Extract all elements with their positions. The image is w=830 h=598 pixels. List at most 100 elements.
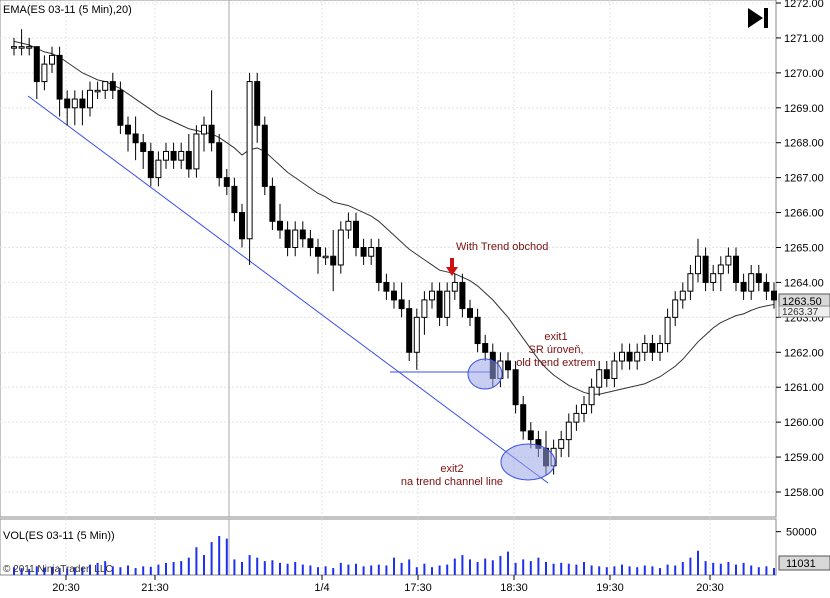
time-axis: 20:30 21:30 1/4 17:30 18:30 19:30 20:30 (52, 575, 724, 594)
candle-body (626, 351, 633, 362)
candle-body (261, 124, 268, 187)
candle-body (725, 255, 732, 266)
candle-body (436, 290, 443, 318)
candle-body (672, 299, 679, 318)
candle-body (147, 150, 154, 179)
candle-body (125, 124, 131, 135)
exit2-channel-label: na trend channel line (401, 476, 503, 488)
candle-body (603, 369, 610, 379)
candle-body (163, 150, 169, 161)
candle-body (619, 351, 625, 362)
candle-body (87, 89, 93, 109)
candle-body (474, 316, 481, 345)
candle-body (178, 150, 185, 161)
volume-bars (13, 536, 775, 575)
candle-body (208, 124, 215, 144)
price-panel-frame (0, 0, 777, 518)
candle-body (565, 421, 572, 441)
price-tick-label: 1269.00 (784, 103, 824, 115)
svg-text:1263.50: 1263.50 (782, 296, 822, 308)
candle-body (717, 264, 724, 275)
candle-body (64, 98, 71, 109)
candle-body (269, 185, 276, 222)
candle-body (307, 238, 314, 248)
candle-body (277, 220, 283, 231)
exit1-extrem-label: old trend extrem (516, 357, 595, 369)
price-tick-label: 1261.00 (784, 382, 824, 394)
candle-body (771, 290, 777, 301)
volume-tick-label: 50000 (786, 527, 817, 539)
candle-body (520, 404, 527, 432)
exit1-ellipse (467, 358, 503, 390)
candle-body (702, 255, 709, 283)
candle-body (679, 290, 686, 301)
candle-body (512, 369, 519, 406)
volume-panel-frame (0, 518, 777, 576)
svg-text:1263.37: 1263.37 (782, 307, 819, 318)
time-tick-label: 20:30 (52, 582, 80, 594)
candle-body (733, 255, 739, 283)
candle-body (505, 360, 511, 371)
candle-body (596, 369, 603, 388)
price-tick-label: 1270.00 (784, 68, 824, 80)
exit1-sr-label: SR úroveň, (528, 344, 583, 356)
candle-body (299, 229, 306, 240)
candle-body (315, 247, 321, 257)
candle-body (193, 133, 200, 170)
ema-line (13, 40, 775, 395)
candle-body (231, 185, 238, 214)
candle-body (451, 281, 458, 292)
last-price-tag: 1263.50 (778, 293, 830, 309)
exit1-label: exit1 (544, 331, 567, 343)
candles (11, 29, 777, 475)
candle-body (155, 159, 162, 179)
candle-body (71, 98, 78, 109)
candle-body (383, 281, 390, 292)
price-tick-label: 1267.00 (784, 173, 824, 185)
candle-body (33, 46, 40, 83)
candle-body (26, 46, 33, 49)
candle-body (649, 343, 656, 353)
last-volume-tag: 11031 (778, 555, 830, 571)
candle-body (254, 81, 261, 126)
time-tick-label: 19:30 (596, 582, 624, 594)
candle-body (140, 142, 147, 152)
candle-body (375, 247, 382, 283)
volume-panel-title: VOL(ES 03-11 (5 Min)) (3, 530, 115, 542)
candle-body (755, 273, 762, 283)
candle-body (664, 316, 671, 345)
price-tick-label: 1262.00 (784, 347, 824, 359)
candle-body (132, 133, 139, 144)
candle-body (284, 229, 291, 249)
candle-body (527, 430, 534, 441)
ema-value-tag: 1263.37 (778, 305, 830, 318)
candle-body (246, 81, 253, 240)
price-tick-label: 1258.00 (784, 487, 824, 499)
exit2-label: exit2 (440, 463, 463, 475)
candle-body (239, 212, 245, 240)
next-bar-icon[interactable] (742, 6, 770, 30)
price-tick-label: 1272.00 (784, 0, 824, 10)
candle-body (444, 290, 451, 318)
candle-body (467, 308, 473, 318)
watermark: © 2011 NinjaTrader, LLC (3, 564, 113, 575)
time-tick-label: 1/4 (314, 582, 329, 594)
price-tick-label: 1271.00 (784, 33, 824, 45)
candle-body (185, 150, 192, 170)
candle-body (79, 98, 86, 109)
candle-body (641, 343, 648, 353)
time-tick-label: 20:30 (696, 582, 724, 594)
candle-body (345, 220, 352, 231)
candle-body (588, 386, 595, 406)
exit2-ellipse (500, 443, 556, 481)
candle-body (429, 290, 435, 301)
candle-body (337, 229, 344, 266)
candle-body (56, 54, 63, 100)
candle-body (687, 273, 694, 292)
candle-body (117, 89, 124, 126)
price-panel-title: EMA(ES 03-11 (5 Min),20) (3, 4, 132, 16)
candle-body (18, 46, 25, 49)
candle-body (413, 316, 420, 353)
